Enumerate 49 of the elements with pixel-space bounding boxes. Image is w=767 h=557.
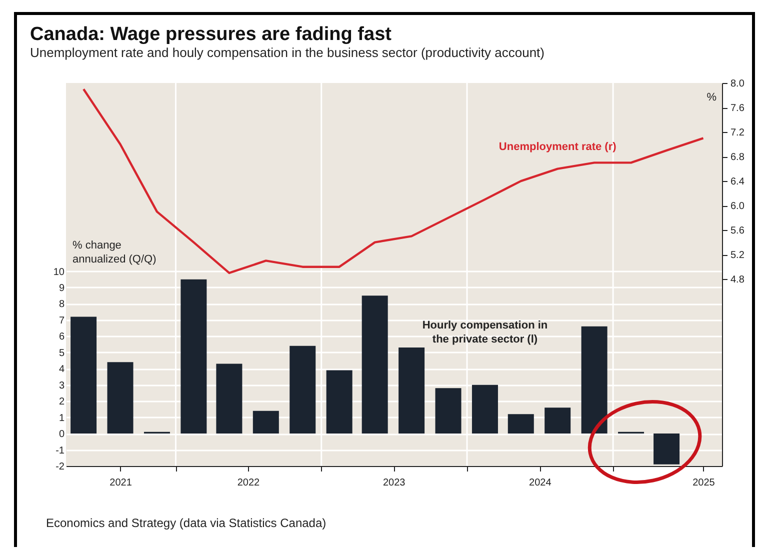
bar xyxy=(508,414,534,434)
y2-tick-label: 6.8 xyxy=(730,152,745,164)
x-tick-label: 2025 xyxy=(692,478,716,488)
bar xyxy=(107,362,134,434)
bar xyxy=(216,364,242,434)
y2-tick-label: 6.0 xyxy=(730,201,745,212)
y-tick-label: 2 xyxy=(58,396,65,408)
y-tick-label: 9 xyxy=(58,282,65,294)
bar xyxy=(472,384,498,434)
y-tick-label: 1 xyxy=(58,412,65,424)
bar xyxy=(70,316,97,434)
bar xyxy=(544,408,571,434)
y-tick-label: 5 xyxy=(58,348,65,359)
y2-tick-label: 6.4 xyxy=(730,176,745,188)
y-tick-label: 3 xyxy=(58,380,65,392)
x-tick-label: 2022 xyxy=(237,478,260,488)
y2-tick-label: 5.2 xyxy=(730,250,745,262)
x-tick-label: 2024 xyxy=(529,478,552,488)
series-label: Hourly compensation in the private sector (l) xyxy=(422,320,548,346)
chart-title: Canada: Wage pressures are fading fast xyxy=(30,24,392,45)
y-tick-label: 10 xyxy=(53,266,65,278)
y2-tick-label: 7.2 xyxy=(730,128,745,139)
y2-tick-label: 8.0 xyxy=(730,78,745,90)
y-tick-label: 6 xyxy=(58,332,65,343)
bar xyxy=(180,279,207,434)
y-tick-label: 4 xyxy=(58,364,65,376)
x-tick-label: 2021 xyxy=(110,478,132,488)
y2-axis-title: % xyxy=(706,92,717,104)
text: Economics and Strategy (data via Statistics Canada) xyxy=(46,516,326,530)
x-tick-label: 2023 xyxy=(382,478,406,488)
bar xyxy=(398,348,425,434)
bar xyxy=(362,296,388,434)
bar xyxy=(290,346,316,434)
chart-subtitle: Unemployment rate and houly compensation in the business sector (productivity account) xyxy=(30,45,544,60)
y2-tick-label: 5.6 xyxy=(730,226,745,237)
y-tick-label: -2 xyxy=(56,462,65,472)
bar xyxy=(435,388,462,434)
y-tick-label: -1 xyxy=(56,445,65,456)
y-tick-label: 8 xyxy=(58,299,65,310)
bar xyxy=(252,410,279,434)
y-tick-label: 0 xyxy=(58,429,65,440)
y2-tick-label: 7.6 xyxy=(730,103,745,114)
y2-tick-label: 4.8 xyxy=(730,274,745,286)
series-label: Unemployment rate (r) xyxy=(498,140,617,153)
bar xyxy=(581,326,608,434)
y-axis-title: % change annualized (Q/Q) xyxy=(72,240,156,266)
y-tick-label: 7 xyxy=(58,315,65,326)
bar xyxy=(654,434,680,464)
bar xyxy=(326,370,352,434)
